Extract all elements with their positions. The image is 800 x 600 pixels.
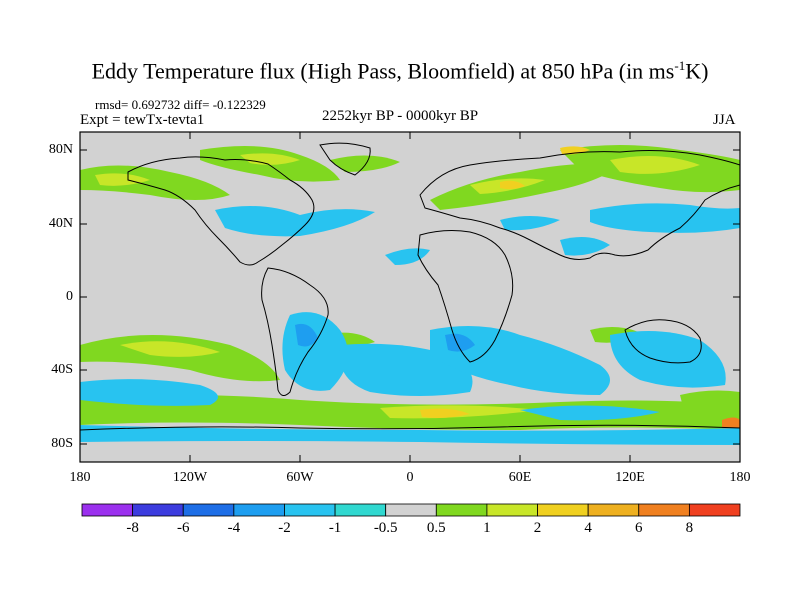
coastlines [80,142,740,431]
negative-band-pacific-low [520,405,660,421]
colorbar-label: -2 [278,520,291,536]
yellow-patch-south-pacific [120,341,220,357]
x-tick-label: 60W [286,470,314,485]
colorbar [81,503,741,517]
colorbar-swatch [587,503,640,517]
orange-patch-europe [500,180,525,190]
colorbar-label: 0.5 [426,520,446,536]
y-tick-label: 40N [48,216,73,231]
title-main: Eddy Temperature flux (High Pass, Bloomf… [91,58,675,84]
coast-europe-asia [419,150,740,260]
coast-antarctica [80,424,740,431]
colorbar-swatch [688,503,741,517]
negative-band-australia [610,331,726,388]
colorbar-swatch [132,503,184,517]
colorbar-swatch [81,503,134,517]
x-tick-label: 120E [615,470,645,485]
colorbar-swatch [182,503,235,517]
colorbar-swatch [233,503,285,517]
y-tick-label: 0 [66,289,73,304]
y-tick-label: 40S [51,362,73,377]
axis-ticks [80,132,740,462]
experiment-label: Expt = tewTx-tevta1 [80,112,205,128]
colorbar-label: -1 [328,520,342,536]
colorbar-swatch [334,503,387,517]
orange-patch-southern-ocean [420,408,470,418]
negative-band-mediterranean [500,216,560,231]
colorbar-label: 1 [483,520,491,536]
negative-band-north-atlantic [215,206,375,237]
negative-band-asia [590,203,740,233]
positive-patch-southwest-pacific [680,390,740,422]
colorbar-label: 4 [584,520,592,536]
positive-band-greenland [330,155,400,172]
negative-band-pacific-east [560,236,610,256]
colorbar-label: 6 [635,520,643,536]
y-tick-label: 80N [48,142,73,157]
colorbar-swatch [638,503,690,517]
x-tick-label: 120W [172,470,208,485]
y-tick-label: 80S [51,436,73,451]
x-tick-label: 180 [729,470,751,485]
period-label: 2252kyr BP - 0000kyr BP [322,108,479,124]
negative-band-africa-indian [430,326,610,395]
coast-north-america [127,156,315,266]
title-superscript: -1 [674,58,686,73]
positive-band-atlantic-europe [430,163,620,210]
yellow-patch-siberia [610,156,700,174]
colorbar-label: -6 [176,520,190,536]
coast-africa [417,230,514,363]
coast-australia [624,319,702,364]
colorbar-swatch [486,503,538,517]
coast-greenland [319,142,371,176]
colorbar-swatch [537,503,589,517]
x-tick-label: 180 [69,470,91,485]
coast-south-america [261,267,329,396]
yellow-patch-north-america [240,153,300,165]
colorbar-swatch [284,503,336,517]
colorbar-label: -0.5 [373,520,398,536]
negative-band-southern-pacific [80,379,218,406]
negative-core-south-america [295,323,318,347]
season-label: JJA [713,112,736,128]
title-tail: K) [685,58,709,84]
colorbar-label: 2 [533,520,542,536]
x-tick-label: 60E [508,470,532,485]
plot-title: Eddy Temperature flux (High Pass, Bloomf… [0,58,800,84]
yellow-patch-pacific-north [95,173,150,186]
colorbar-swatch [385,503,437,517]
colorbar-swatch [435,503,488,517]
anomaly-field [80,145,740,445]
colorbar-label: 8 [685,520,694,536]
negative-band-antarctic [80,425,740,445]
colorbar-label: -4 [227,520,241,536]
colorbar-label: -8 [126,520,139,536]
negative-core-south-africa [445,333,475,352]
x-tick-label: 0 [406,470,414,485]
stats-label: rmsd= 0.692732 diff= -0.122329 [95,97,266,112]
